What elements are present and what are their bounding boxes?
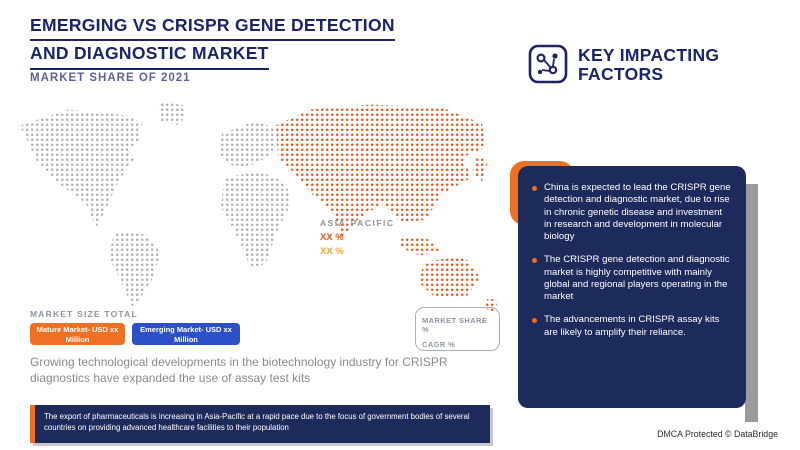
mature-market-button[interactable]: Mature Market- USD xx Million xyxy=(30,323,125,345)
island-greenland xyxy=(158,101,186,126)
region-name: ASIA-PACIFIC xyxy=(320,218,395,228)
continent-north-america xyxy=(20,109,142,228)
islands-southeast-asia xyxy=(400,235,440,256)
continent-europe xyxy=(218,121,276,169)
panel-gray-shadow xyxy=(745,184,758,422)
world-map-svg xyxy=(20,101,498,314)
page-title-line1: EMERGING VS CRISPR GENE DETECTION xyxy=(30,13,395,42)
page-title: EMERGING VS CRISPR GENE DETECTION AND DI… xyxy=(30,13,500,70)
page-title-line2: AND DIAGNOSTIC MARKET xyxy=(30,41,269,70)
island-japan xyxy=(472,155,488,182)
asia-pacific-label-group: ASIA-PACIFIC XX % XX % xyxy=(320,218,395,257)
region-share-value: XX % xyxy=(320,232,344,243)
molecule-icon xyxy=(528,44,568,84)
dmca-footer: DMCA Protected © DataBridge xyxy=(657,429,778,439)
market-share-box: MARKET SHARE % CAGR % xyxy=(415,307,500,351)
key-factor-item: China is expected to lead the CRISPR gen… xyxy=(532,182,732,243)
continent-asia-highlight xyxy=(276,104,486,238)
market-share-label: MARKET SHARE % xyxy=(422,316,488,334)
description-text: Growing technological developments in th… xyxy=(30,355,448,386)
island-new-zealand xyxy=(485,297,498,314)
cagr-label: CAGR % xyxy=(422,340,456,349)
key-factors-list: China is expected to lead the CRISPR gen… xyxy=(532,182,732,339)
key-factors-title: KEY IMPACTING FACTORS xyxy=(578,44,719,84)
legend-title: MARKET SIZE TOTAL xyxy=(30,309,138,319)
key-factors-panel: China is expected to lead the CRISPR gen… xyxy=(510,161,758,422)
continent-australia xyxy=(419,256,480,299)
region-cagr-value: XX % xyxy=(320,246,344,257)
key-factor-item: The advancements in CRISPR assay kits ar… xyxy=(532,314,732,339)
key-factors-header: KEY IMPACTING FACTORS xyxy=(528,44,719,84)
continent-africa xyxy=(221,171,291,269)
key-factor-item: The CRISPR gene detection and diagnostic… xyxy=(532,254,732,303)
key-factors-title-line2: FACTORS xyxy=(578,63,664,84)
emerging-market-button[interactable]: Emerging Market- USD xx Million xyxy=(132,323,240,345)
callout-box: The export of pharmaceuticals is increas… xyxy=(30,405,490,443)
continent-south-america xyxy=(109,231,161,309)
page-subtitle: MARKET SHARE OF 2021 xyxy=(30,72,191,84)
key-factors-title-line1: KEY IMPACTING xyxy=(578,45,720,65)
world-map xyxy=(10,95,510,320)
panel-body: China is expected to lead the CRISPR gen… xyxy=(518,166,746,408)
callout-text: The export of pharmaceuticals is increas… xyxy=(44,412,470,433)
